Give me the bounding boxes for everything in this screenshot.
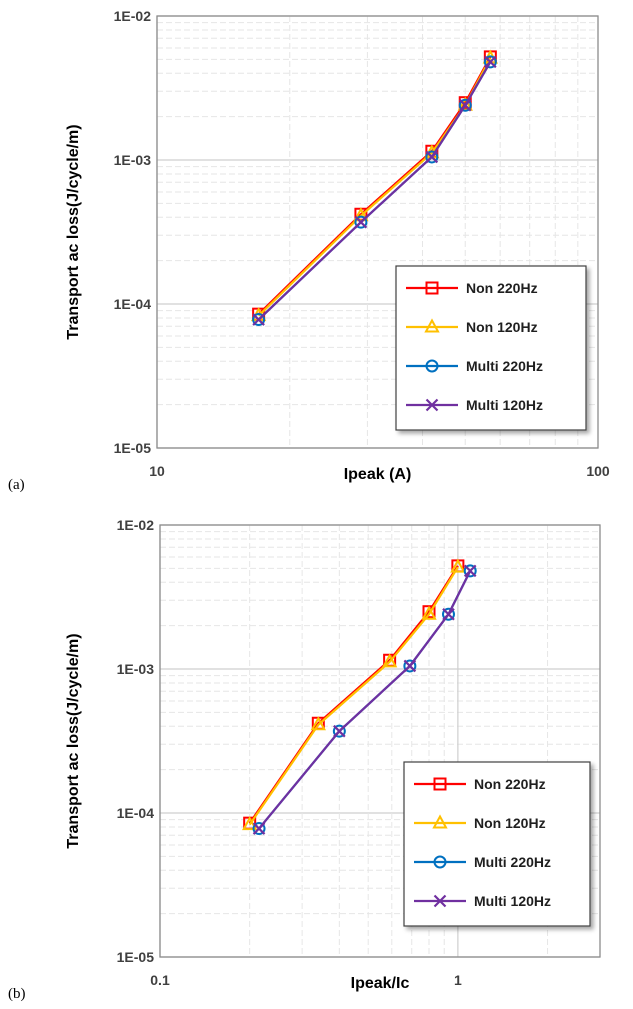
data-point [421, 605, 437, 620]
y-tick-label: 1E-03 [117, 661, 155, 677]
y-tick-label: 1E-04 [114, 296, 152, 312]
data-point [381, 653, 398, 668]
legend-label: Multi 220Hz [474, 854, 551, 870]
data-point [354, 215, 368, 229]
legend: Non 220Hz Non 120Hz Multi 220Hz Multi 120Hz [395, 265, 587, 431]
data-point [353, 207, 369, 222]
marker-stroke [425, 150, 439, 164]
data-point [332, 724, 346, 738]
y-tick-label: 1E-02 [114, 8, 152, 24]
marker-stroke [252, 313, 265, 326]
legend-marker [425, 398, 439, 412]
series-non-120hz [241, 558, 466, 831]
x-axis-label: Ipeak/Ic [351, 975, 410, 992]
data-point [252, 313, 265, 326]
x-tick-label: 10 [149, 463, 165, 479]
data-point [333, 724, 346, 738]
y-tick-label: 1E-04 [117, 805, 155, 821]
legend-marker [432, 814, 448, 829]
legend-label: Multi 120Hz [466, 397, 543, 413]
legend-item: Multi 220Hz [414, 854, 551, 870]
data-point [252, 822, 266, 836]
panel-label: (a) [8, 477, 25, 493]
marker-stroke [442, 607, 455, 621]
data-point [441, 607, 455, 621]
marker-stroke [463, 564, 477, 578]
legend-label: Non 120Hz [466, 319, 538, 335]
x-tick-label: 100 [586, 463, 610, 479]
legend-item: Non 120Hz [406, 318, 538, 335]
legend-marker [425, 359, 439, 373]
data-point [425, 150, 439, 164]
panel-label: (b) [8, 986, 26, 1002]
series-multi-120hz [252, 55, 497, 326]
legend-label: Non 220Hz [466, 280, 538, 296]
marker-stroke [458, 98, 472, 112]
legend-label: Multi 220Hz [466, 358, 543, 374]
legend-label: Non 220Hz [474, 776, 546, 792]
y-axis-label: Transport ac loss(J/cycle/m) [65, 633, 82, 848]
series-line [248, 566, 459, 826]
data-point [425, 150, 439, 164]
marker-stroke [252, 822, 266, 835]
marker-stroke [354, 215, 368, 229]
data-point [463, 564, 477, 578]
data-point [354, 215, 368, 229]
legend-label: Non 120Hz [474, 815, 546, 831]
y-tick-label: 1E-05 [114, 440, 152, 456]
x-tick-label: 1 [454, 972, 462, 988]
data-point [463, 564, 477, 578]
legend-item: Non 220Hz [406, 280, 538, 296]
data-point [458, 98, 472, 112]
marker-stroke [484, 55, 497, 69]
data-point [252, 822, 266, 835]
legend-item: Non 120Hz [414, 814, 546, 831]
grid [156, 15, 598, 449]
chart-panel-b: 1E-05 1E-04 1E-03 1E-02 0.1 1 Ipeak/Ic Transpor… [8, 517, 601, 1002]
data-point [310, 716, 326, 731]
legend-item: Non 220Hz [414, 776, 546, 792]
marker-stroke [333, 724, 346, 738]
plot-frame [156, 15, 599, 449]
legend-label: Multi 120Hz [474, 893, 551, 909]
legend-item: Multi 220Hz [406, 358, 543, 374]
data-point [458, 98, 472, 112]
plot-frame [159, 524, 601, 958]
x-axis-label: Ipeak (A) [344, 466, 412, 483]
legend-item: Multi 120Hz [406, 397, 543, 413]
legend-marker [425, 281, 439, 295]
y-tick-label: 1E-02 [117, 517, 155, 533]
marker-stroke [433, 894, 447, 908]
data-point [252, 313, 266, 327]
legend-marker [424, 318, 440, 333]
y-tick-label: 1E-05 [117, 949, 155, 965]
legend-marker [433, 894, 447, 908]
data-point [484, 55, 497, 69]
legend: Non 220Hz Non 120Hz Multi 220Hz Multi 120Hz [403, 761, 591, 927]
data-point [483, 55, 497, 69]
chart-panel-a: 1E-05 1E-04 1E-03 1E-02 10 100 Ipeak (A) Transp… [8, 8, 610, 493]
data-point [450, 558, 466, 573]
marker-stroke [425, 398, 439, 412]
data-point [403, 659, 417, 673]
x-tick-label: 0.1 [150, 972, 170, 988]
data-point [241, 816, 258, 831]
marker-stroke [403, 659, 417, 673]
series-multi-120hz [252, 564, 477, 835]
data-point [442, 607, 455, 621]
y-axis-label: Transport ac loss(J/cycle/m) [65, 124, 82, 339]
legend-item: Multi 120Hz [414, 893, 551, 909]
legend-marker [433, 777, 447, 791]
y-tick-label: 1E-03 [114, 152, 152, 168]
legend-marker [433, 855, 447, 869]
data-point [403, 659, 417, 673]
